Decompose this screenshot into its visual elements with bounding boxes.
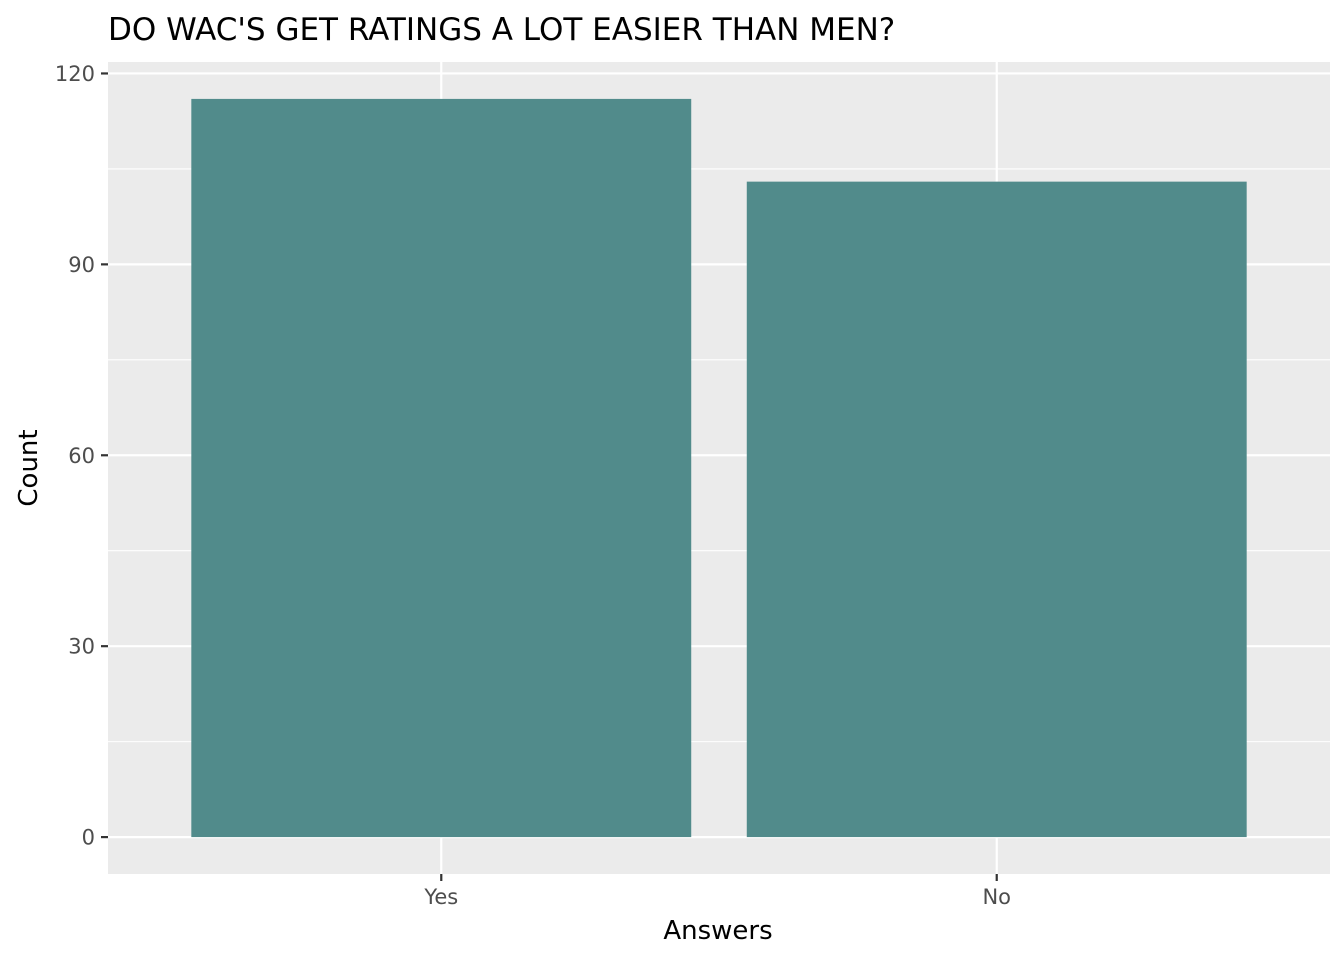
y-tick-label: 90 xyxy=(68,253,95,277)
bar-yes xyxy=(191,98,692,838)
x-tick-label: No xyxy=(982,885,1011,909)
y-tick-label: 30 xyxy=(68,635,95,659)
y-tick-label: 120 xyxy=(55,62,95,86)
bars xyxy=(191,98,1247,838)
chart-title: DO WAC'S GET RATINGS A LOT EASIER THAN M… xyxy=(108,12,895,48)
y-axis: 0 30 60 90 120 xyxy=(55,62,108,850)
x-axis: Yes No xyxy=(423,874,1011,909)
x-tick-label: Yes xyxy=(423,885,458,909)
x-axis-title: Answers xyxy=(663,916,772,946)
y-tick-label: 0 xyxy=(82,826,95,850)
y-tick-label: 60 xyxy=(68,444,95,468)
bar-no xyxy=(746,181,1247,838)
y-axis-title: Count xyxy=(14,429,44,506)
